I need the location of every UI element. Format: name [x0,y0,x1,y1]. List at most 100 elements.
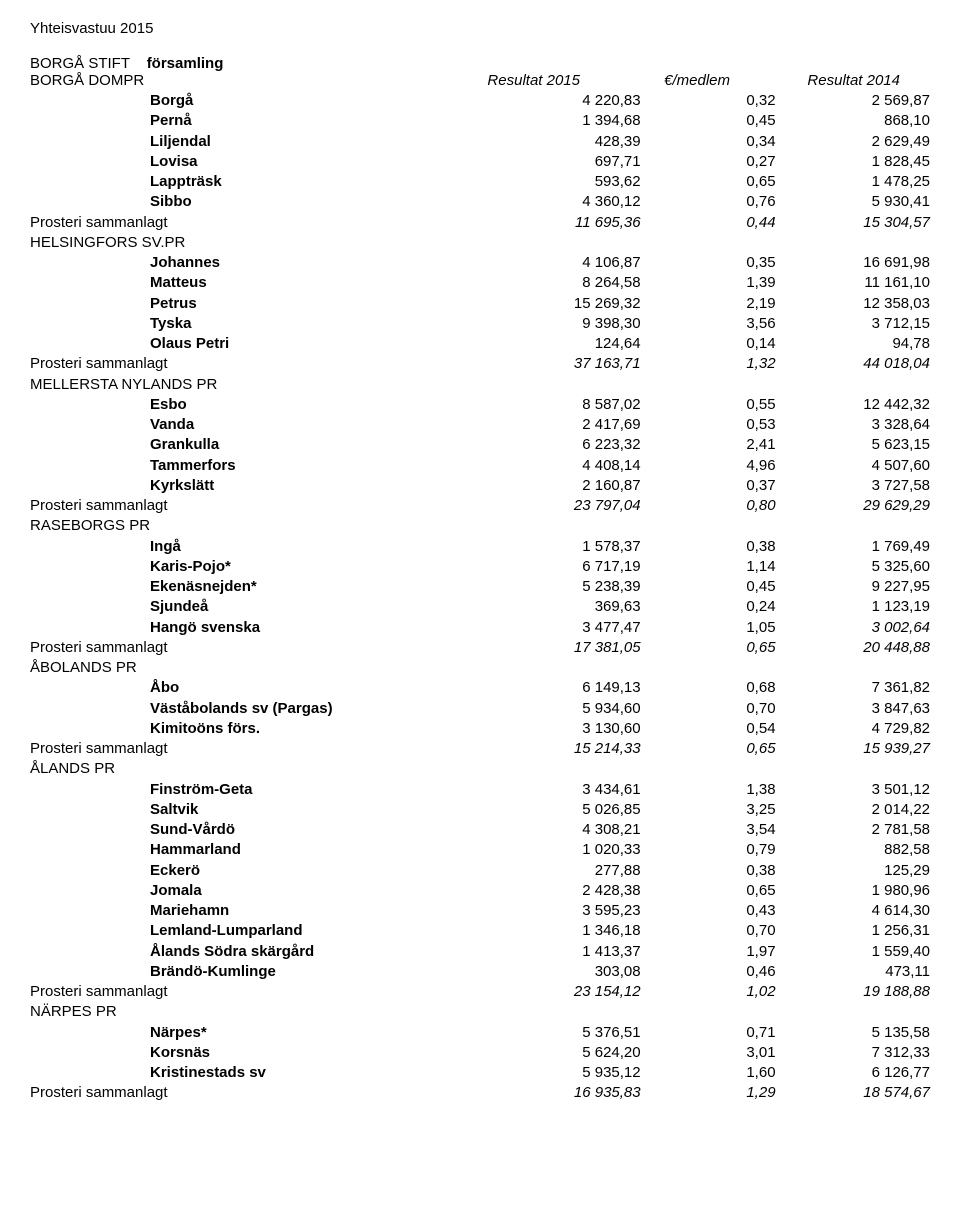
data-row: Ålands Södra skärgård1 413,371,971 559,4… [30,942,930,962]
data-row: Lovisa697,710,271 828,45 [30,152,930,172]
value-cell: 4 106,87 [489,253,660,273]
parish-name: Pernå [30,111,489,131]
value-cell: 0,24 [661,597,796,617]
value-cell: 2 781,58 [796,820,930,840]
summary-value: 17 381,05 [489,638,660,658]
value-cell: 5 325,60 [796,557,930,577]
value-cell: 0,35 [661,253,796,273]
value-cell: 5 026,85 [489,800,660,820]
data-row: Tyska9 398,303,563 712,15 [30,314,930,334]
value-cell: 1,14 [661,557,796,577]
value-cell: 0,53 [661,415,796,435]
value-cell: 697,71 [489,152,660,172]
value-cell: 11 161,10 [796,273,930,293]
diocese-line: BORGÅ STIFT församling [30,55,930,72]
page-title: Yhteisvastuu 2015 [30,20,930,37]
summary-value: 44 018,04 [796,354,930,374]
value-cell: 2,19 [661,294,796,314]
value-cell: 1,39 [661,273,796,293]
value-cell: 1 413,37 [489,942,660,962]
value-cell: 0,32 [661,91,796,111]
summary-value: 37 163,71 [489,354,660,374]
value-cell: 0,79 [661,840,796,860]
parish-name: Kimitoöns förs. [30,719,489,739]
value-cell: 0,68 [661,678,796,698]
value-cell: 3,01 [661,1043,796,1063]
parish-name: Tammerfors [30,456,489,476]
value-cell: 5 623,15 [796,435,930,455]
summary-label: Prosteri sammanlagt [30,638,489,658]
data-row: Vanda2 417,690,533 328,64 [30,415,930,435]
value-cell: 2 569,87 [796,91,930,111]
value-cell: 6 126,77 [796,1063,930,1083]
data-row: Lappträsk593,620,651 478,25 [30,172,930,192]
value-cell: 1,97 [661,942,796,962]
parish-name: Kristinestads sv [30,1063,489,1083]
value-cell: 6 149,13 [489,678,660,698]
dompr-label: BORGÅ DOMPR [30,72,410,89]
data-row: Korsnäs5 624,203,017 312,33 [30,1043,930,1063]
column-header-row: BORGÅ DOMPR Resultat 2015 €/medlem Resul… [30,72,930,89]
parish-name: Sibbo [30,192,489,212]
parish-name: Lemland-Lumparland [30,921,489,941]
value-cell: 3 712,15 [796,314,930,334]
value-cell: 1 559,40 [796,942,930,962]
value-cell: 1 980,96 [796,881,930,901]
data-row: Liljendal428,390,342 629,49 [30,132,930,152]
value-cell: 2 014,22 [796,800,930,820]
summary-value: 19 188,88 [796,982,930,1002]
value-cell: 0,46 [661,962,796,982]
summary-label: Prosteri sammanlagt [30,982,489,1002]
value-cell: 3,56 [661,314,796,334]
parish-name: Johannes [30,253,489,273]
col-header-r2015: Resultat 2015 [410,72,600,89]
value-cell: 94,78 [796,334,930,354]
parish-name: Ingå [30,537,489,557]
summary-row: Prosteri sammanlagt37 163,711,3244 018,0… [30,354,930,374]
value-cell: 3,25 [661,800,796,820]
value-cell: 8 587,02 [489,395,660,415]
value-cell: 0,27 [661,152,796,172]
summary-value: 0,44 [661,213,796,233]
summary-value: 0,65 [661,739,796,759]
value-cell: 4 614,30 [796,901,930,921]
value-cell: 5 135,58 [796,1023,930,1043]
section-header: HELSINGFORS SV.PR [30,233,930,253]
parish-name: Ekenäsnejden* [30,577,489,597]
data-row: Borgå4 220,830,322 569,87 [30,91,930,111]
parish-name: Vanda [30,415,489,435]
parish-name: Grankulla [30,435,489,455]
summary-value: 15 214,33 [489,739,660,759]
parish-name: Saltvik [30,800,489,820]
parish-name: Lovisa [30,152,489,172]
value-cell: 0,71 [661,1023,796,1043]
value-cell: 12 358,03 [796,294,930,314]
data-row: Mariehamn3 595,230,434 614,30 [30,901,930,921]
value-cell: 5 624,20 [489,1043,660,1063]
section-header: NÄRPES PR [30,1002,930,1022]
value-cell: 0,38 [661,861,796,881]
data-row: Sjundeå369,630,241 123,19 [30,597,930,617]
value-cell: 4 729,82 [796,719,930,739]
summary-row: Prosteri sammanlagt23 797,040,8029 629,2… [30,496,930,516]
value-cell: 882,58 [796,840,930,860]
data-row: Kimitoöns förs.3 130,600,544 729,82 [30,719,930,739]
summary-row: Prosteri sammanlagt11 695,360,4415 304,5… [30,213,930,233]
parish-name: Väståbolands sv (Pargas) [30,699,489,719]
value-cell: 5 935,12 [489,1063,660,1083]
value-cell: 1 123,19 [796,597,930,617]
data-row: Närpes*5 376,510,715 135,58 [30,1023,930,1043]
value-cell: 3 130,60 [489,719,660,739]
value-cell: 3 002,64 [796,618,930,638]
value-cell: 4 220,83 [489,91,660,111]
value-cell: 1,05 [661,618,796,638]
data-row: Johannes4 106,870,3516 691,98 [30,253,930,273]
parish-name: Åbo [30,678,489,698]
data-row: Ekenäsnejden*5 238,390,459 227,95 [30,577,930,597]
value-cell: 3 595,23 [489,901,660,921]
value-cell: 0,38 [661,537,796,557]
value-cell: 4 507,60 [796,456,930,476]
value-cell: 4,96 [661,456,796,476]
value-cell: 1 346,18 [489,921,660,941]
summary-label: Prosteri sammanlagt [30,213,489,233]
